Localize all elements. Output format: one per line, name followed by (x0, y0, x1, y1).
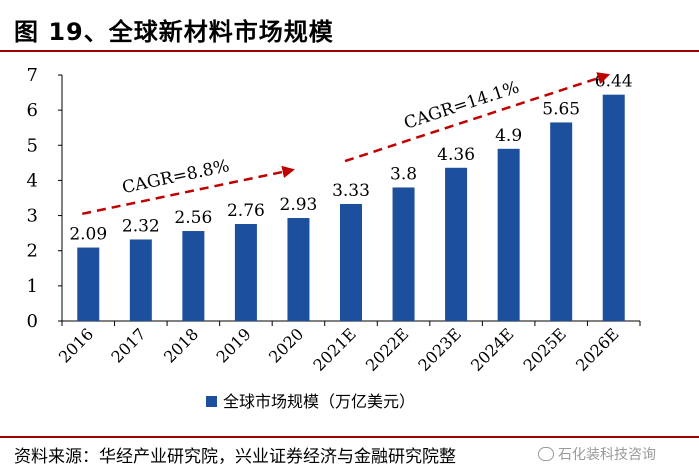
data-label: 6.44 (595, 72, 633, 92)
data-label: 3.33 (332, 181, 370, 201)
y-tick-label: 4 (27, 170, 38, 191)
x-tick-label: 2016 (55, 324, 97, 366)
bar (129, 239, 152, 321)
source-divider (0, 436, 699, 438)
x-tick-label: 2024E (467, 324, 517, 374)
y-tick-label: 3 (27, 206, 38, 227)
cagr-arrow (344, 72, 611, 163)
y-tick-label: 6 (27, 100, 38, 121)
x-tick-label: 2026E (572, 324, 622, 374)
cagr-label: CAGR=8.8% (120, 156, 231, 198)
x-tick-label: 2017 (107, 324, 149, 366)
data-label: 5.65 (542, 99, 580, 119)
x-tick-label: 2019 (213, 324, 255, 366)
title-divider (0, 50, 699, 52)
x-tick-label: 2018 (160, 324, 202, 366)
bar (392, 187, 415, 321)
bar (602, 94, 625, 322)
y-tick-label: 5 (27, 135, 38, 156)
bar (445, 167, 468, 321)
y-tick-label: 2 (27, 241, 38, 262)
cagr-arrow (82, 165, 295, 216)
bar (287, 218, 310, 321)
x-tick-label: 2022E (362, 324, 412, 374)
x-tick-label: 2023E (414, 324, 464, 374)
bar (340, 203, 362, 321)
y-tick-label: 1 (27, 276, 38, 297)
bar-chart: 0 1 2 3 4 5 6 7 2.09 2016 2.32 2017 2.56 2018 2.76 2019… (27, 65, 641, 411)
x-tick-label: 2021E (309, 324, 359, 374)
data-label: 4.9 (495, 126, 522, 146)
watermark-text: 石化装科技咨询 (558, 447, 656, 463)
data-label: 3.8 (390, 164, 417, 184)
data-label: 2.32 (122, 216, 160, 236)
data-label: 2.09 (69, 225, 107, 245)
data-label: 2.76 (227, 201, 265, 221)
bar (77, 247, 100, 321)
x-tick-label: 2025E (520, 324, 570, 374)
bar (550, 122, 573, 321)
y-tick-label: 7 (27, 65, 38, 86)
legend-label: 全球市场规模（万亿美元） (223, 392, 415, 411)
data-label: 2.56 (174, 208, 212, 228)
x-tick-label: 2020 (265, 324, 307, 366)
bar (234, 224, 257, 321)
bar (497, 148, 520, 321)
legend-swatch (206, 396, 217, 407)
figure-title: 图 19、全球新材料市场规模 (14, 18, 334, 46)
wechat-icon (538, 447, 554, 461)
title-bar: 图 19、全球新材料市场规模 (0, 0, 699, 52)
watermark: 石化装科技咨询 (538, 444, 656, 464)
bar (182, 231, 205, 321)
data-label: 2.93 (280, 195, 318, 215)
data-label: 4.36 (437, 145, 475, 165)
source-note: 资料来源：华经产业研究院，兴业证券经济与金融研究院整 (14, 447, 456, 467)
y-tick-label: 0 (27, 311, 38, 332)
